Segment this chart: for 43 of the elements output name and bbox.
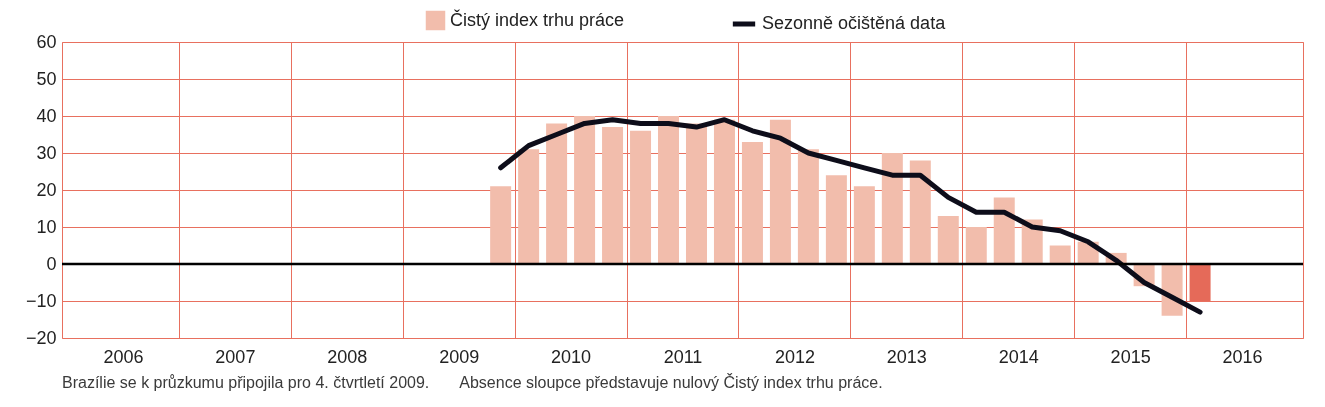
text: Absence sloupce představuje nulový Čistý index trhu práce. [459,374,883,391]
x-tick-label: 2011 [663,346,703,367]
bar [630,130,652,264]
x-tick-label: 2007 [215,346,256,367]
x-tick-label: 2010 [551,346,592,367]
y-tick-label: −10 [25,290,57,311]
text: Brazílie se k průzkumu připojila pro 4. čtvrtletí 2009. [62,374,430,391]
bar [602,127,624,264]
bar [658,116,680,264]
x-tick-label: 2014 [998,346,1039,367]
bar [713,119,735,264]
bar [1049,245,1071,264]
x-tick-label: 2013 [886,346,927,367]
x-tick-label: 2006 [103,346,144,367]
bar [574,116,596,264]
x-tick-label: 2016 [1222,346,1263,367]
legend-label: Čistý index trhu práce [450,8,625,30]
x-tick-label: 2012 [774,346,815,367]
x-tick-label: 2015 [1110,346,1151,367]
bar [937,215,959,264]
x-tick-label: 2009 [439,346,480,367]
bar [769,119,791,264]
bar [546,123,568,264]
bar [909,160,931,264]
bar [881,153,903,264]
y-tick-label: −20 [25,327,57,348]
y-tick-label: 50 [36,68,57,89]
y-tick-label: 40 [36,105,57,126]
bar [965,227,987,264]
bar [685,123,707,264]
legend-label: Sezonně očištěná data [762,13,947,33]
y-tick-label: 20 [36,179,57,200]
y-tick-label: 30 [36,142,57,163]
bar [490,186,512,264]
bar [518,149,540,264]
y-tick-label: 60 [36,31,57,52]
y-tick-label: 10 [36,216,57,237]
bar [853,186,875,264]
x-tick-label: 2008 [327,346,368,367]
bar [825,175,847,264]
bar [741,141,763,264]
bar [797,149,819,264]
y-tick-label: 0 [46,253,57,274]
